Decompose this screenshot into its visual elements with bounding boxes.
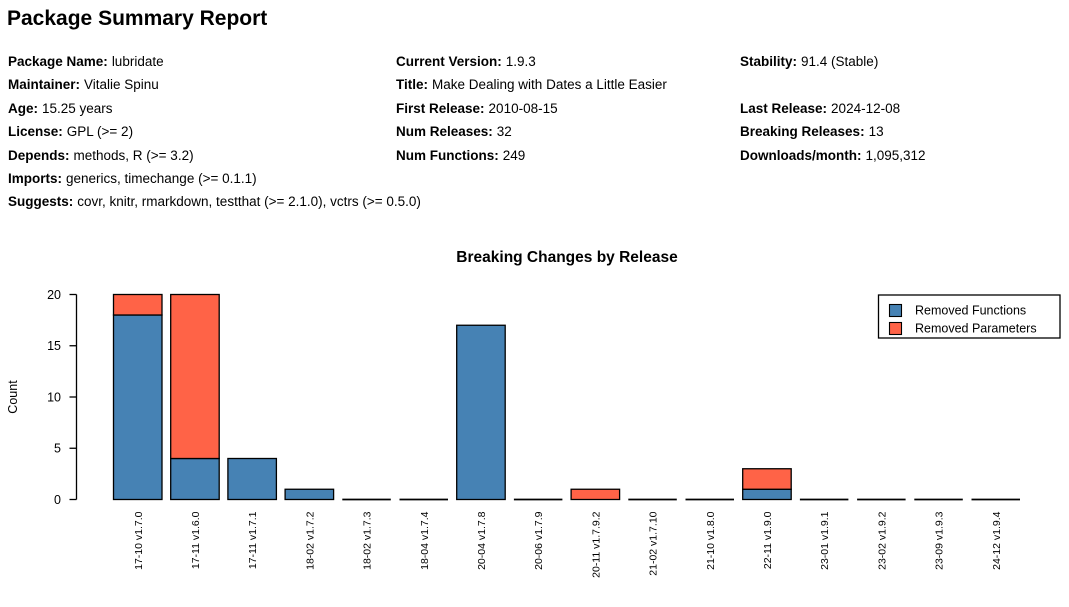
field-age: Age: 15.25 years bbox=[8, 97, 421, 120]
field-label: Num Functions: bbox=[396, 147, 499, 163]
field-title: Title: Make Dealing with Dates a Little E… bbox=[396, 73, 667, 96]
field-current-version: Current Version: 1.9.3 bbox=[396, 50, 667, 73]
field-label: Num Releases: bbox=[396, 124, 493, 140]
field-value: 32 bbox=[496, 124, 512, 140]
x-tick-label: 24-12 v1.9.4 bbox=[991, 511, 1003, 570]
x-tick-label: 21-02 v1.7.10 bbox=[648, 511, 660, 575]
field-value: 1.9.3 bbox=[505, 54, 536, 69]
bar-segment-removed-functions bbox=[227, 457, 278, 501]
chart-svg: Breaking Changes by Release 0 5 10 15 20 Count… bbox=[6, 249, 1061, 578]
x-tick-label: 17-10 v1.7.0 bbox=[133, 511, 145, 570]
metadata-column-left: Package Name: lubridate Maintainer: Vitali… bbox=[8, 50, 421, 214]
x-tick-label: 18-02 v1.7.3 bbox=[362, 511, 374, 570]
field-value: 2010-08-15 bbox=[488, 100, 558, 116]
field-num-functions: Num Functions: 249 bbox=[396, 144, 667, 167]
bar-segment-removed-functions bbox=[170, 457, 220, 501]
field-value: generics, timechange (>= 0.1.1) bbox=[66, 171, 257, 187]
legend-swatch-removed-functions bbox=[888, 303, 903, 318]
field-value: 91.4 (Stable) bbox=[801, 54, 879, 69]
x-tick-label: 21-10 v1.8.0 bbox=[705, 511, 717, 570]
y-axis-title: Count bbox=[6, 380, 20, 414]
x-tick-label: 23-09 v1.9.3 bbox=[934, 511, 946, 570]
field-label: Imports: bbox=[8, 171, 62, 187]
field-value: methods, R (>= 3.2) bbox=[73, 147, 194, 163]
bar-segment-removed-functions bbox=[456, 324, 506, 501]
field-breaking-releases: Breaking Releases: 13 bbox=[740, 120, 926, 143]
x-tick-label: 20-04 v1.7.8 bbox=[476, 511, 488, 570]
field-value: lubridate bbox=[111, 54, 164, 69]
field-num-releases: Num Releases: 32 bbox=[396, 120, 667, 143]
field-label: Age: bbox=[8, 100, 38, 116]
bar-segment-removed-parameters bbox=[170, 293, 220, 460]
x-tick-label: 17-11 v1.7.1 bbox=[247, 511, 259, 569]
x-tick-label: 23-01 v1.9.1 bbox=[819, 511, 831, 570]
bar-segment-removed-functions bbox=[742, 488, 792, 501]
field-depends: Depends: methods, R (>= 3.2) bbox=[8, 144, 421, 167]
field-label: Breaking Releases: bbox=[740, 124, 865, 140]
x-tick-label: 20-11 v1.7.9.2 bbox=[590, 511, 602, 578]
field-label: Stability: bbox=[740, 54, 798, 69]
field-value: 15.25 years bbox=[42, 100, 113, 116]
field-value: 2024-12-08 bbox=[831, 100, 901, 116]
field-stability: Stability: 91.4 (Stable) bbox=[740, 50, 926, 73]
legend-box bbox=[877, 294, 1061, 339]
field-value: Vitalie Spinu bbox=[84, 77, 159, 93]
chart-title: Breaking Changes by Release bbox=[456, 249, 678, 266]
field-value: 249 bbox=[502, 147, 526, 163]
field-label: Maintainer: bbox=[8, 77, 81, 93]
metadata-column-right: Stability: 91.4 (Stable) Last Release: 202… bbox=[740, 50, 926, 167]
y-tick-label: 5 bbox=[54, 442, 61, 456]
field-license: License: GPL (>= 2) bbox=[8, 120, 421, 143]
y-tick-label: 20 bbox=[47, 288, 61, 302]
metadata-column-middle: Current Version: 1.9.3 Title: Make Dealing… bbox=[396, 50, 667, 167]
field-label: First Release: bbox=[396, 100, 485, 116]
bar-segment-removed-functions bbox=[284, 488, 335, 501]
row-spacer bbox=[740, 73, 926, 96]
field-maintainer: Maintainer: Vitalie Spinu bbox=[8, 73, 421, 96]
bar-segment-removed-parameters bbox=[112, 293, 163, 316]
y-tick-label: 15 bbox=[47, 339, 61, 353]
field-value: covr, knitr, rmarkdown, testthat (>= 2.1… bbox=[77, 194, 421, 210]
y-tick-label: 0 bbox=[54, 493, 61, 507]
legend-label-removed-functions: Removed Functions bbox=[915, 304, 1026, 318]
field-value: Make Dealing with Dates a Little Easier bbox=[432, 77, 667, 93]
field-imports: Imports: generics, timechange (>= 0.1.1) bbox=[8, 167, 421, 190]
x-tick-label: 18-04 v1.7.4 bbox=[419, 511, 431, 570]
field-label: Current Version: bbox=[396, 54, 502, 69]
field-value: 1,095,312 bbox=[865, 147, 926, 163]
field-downloads-month: Downloads/month: 1,095,312 bbox=[740, 144, 926, 167]
field-first-release: First Release: 2010-08-15 bbox=[396, 97, 667, 120]
field-value: 13 bbox=[868, 124, 884, 140]
y-tick-label: 10 bbox=[47, 390, 61, 404]
field-label: Downloads/month: bbox=[740, 147, 862, 163]
field-label: Depends: bbox=[8, 147, 70, 163]
legend-label-removed-parameters: Removed Parameters bbox=[915, 322, 1037, 336]
field-label: Title: bbox=[396, 77, 429, 93]
field-label: Last Release: bbox=[740, 100, 828, 116]
field-last-release: Last Release: 2024-12-08 bbox=[740, 97, 926, 120]
x-tick-label: 22-11 v1.9.0 bbox=[762, 511, 774, 569]
field-suggests: Suggests: covr, knitr, rmarkdown, testtha… bbox=[8, 190, 421, 213]
field-label: Package Name: bbox=[8, 54, 108, 69]
x-tick-label: 17-11 v1.6.0 bbox=[190, 511, 202, 569]
page-title: Package Summary Report bbox=[7, 7, 268, 30]
field-value: GPL (>= 2) bbox=[66, 124, 134, 140]
bar-segment-removed-functions bbox=[112, 314, 163, 501]
x-tick-label: 18-02 v1.7.2 bbox=[304, 511, 316, 570]
bar-segment-removed-parameters bbox=[742, 468, 792, 490]
x-tick-label: 23-02 v1.9.2 bbox=[876, 511, 888, 570]
legend-swatch-removed-parameters bbox=[888, 321, 903, 336]
breaking-changes-chart: Breaking Changes by Release 0 5 10 15 20 Count… bbox=[0, 240, 1069, 602]
field-package-name: Package Name: lubridate bbox=[8, 50, 421, 73]
x-tick-label: 20-06 v1.7.9 bbox=[533, 511, 545, 570]
field-label: Suggests: bbox=[8, 194, 74, 210]
field-label: License: bbox=[8, 124, 63, 140]
bar-segment-removed-parameters bbox=[570, 488, 621, 501]
